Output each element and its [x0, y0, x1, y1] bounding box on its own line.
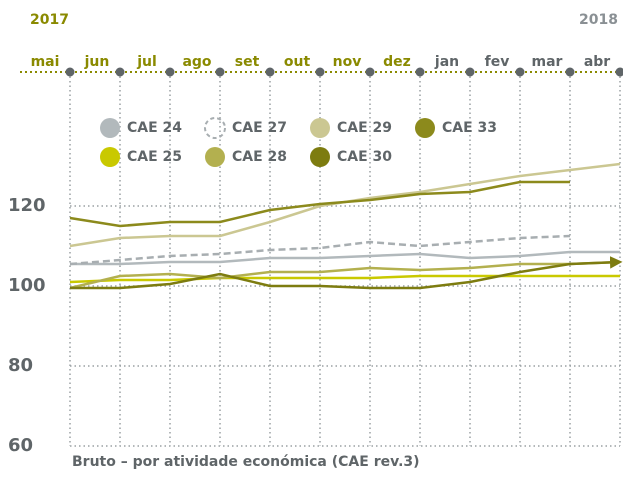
month-dot — [115, 67, 125, 77]
y-tick-label: 120 — [8, 195, 46, 216]
series-line — [70, 256, 623, 290]
legend-marker — [100, 118, 120, 138]
year-label: 2018 — [579, 12, 618, 28]
x-tick-label: mar — [532, 54, 563, 70]
legend-label: CAE 29 — [337, 120, 392, 136]
x-tick-label: jan — [434, 54, 459, 70]
x-tick-label: ago — [182, 54, 211, 70]
month-dot — [615, 67, 623, 77]
legend-label: CAE 28 — [232, 149, 287, 165]
month-dot — [65, 67, 75, 77]
legend-marker — [204, 117, 226, 139]
month-dot — [415, 67, 425, 77]
footnote: Bruto – por atividade económica (CAE rev… — [72, 454, 420, 470]
month-dot — [265, 67, 275, 77]
series-line — [69, 180, 570, 228]
x-tick-label: jul — [136, 54, 157, 70]
month-dot — [515, 67, 525, 77]
month-dot — [165, 67, 175, 77]
month-dot — [465, 67, 475, 77]
x-tick-label: nov — [333, 54, 362, 70]
x-tick-label: fev — [485, 54, 510, 70]
legend-label: CAE 33 — [442, 120, 497, 136]
y-tick-label: 60 — [8, 435, 33, 456]
x-tick-label: mai — [31, 54, 60, 70]
legend-label: CAE 30 — [337, 149, 392, 165]
month-dot — [365, 67, 375, 77]
series-line — [69, 162, 621, 248]
x-tick-label: abr — [584, 54, 610, 70]
legend-label: CAE 24 — [127, 120, 182, 136]
month-dot — [215, 67, 225, 77]
x-tick-label: set — [235, 54, 260, 70]
x-tick-label: jun — [84, 54, 110, 70]
series-line — [69, 260, 621, 290]
series-line — [69, 234, 571, 266]
legend-marker — [205, 147, 225, 167]
month-dot — [315, 67, 325, 77]
legend-marker — [415, 118, 435, 138]
series-line — [70, 250, 620, 266]
series-line — [69, 274, 620, 284]
legend-marker — [310, 118, 330, 138]
legend-marker — [310, 147, 330, 167]
y-tick-label: 100 — [8, 275, 46, 296]
x-tick-label: dez — [383, 54, 411, 70]
legend-label: CAE 27 — [232, 120, 287, 136]
x-tick-label: out — [284, 54, 311, 70]
y-tick-label: 80 — [8, 355, 33, 376]
year-label: 2017 — [30, 12, 69, 28]
month-dot — [565, 67, 575, 77]
legend-label: CAE 25 — [127, 149, 182, 165]
legend-marker — [100, 147, 120, 167]
